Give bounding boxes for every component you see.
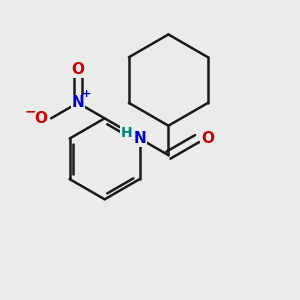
Text: N: N: [71, 95, 84, 110]
Text: O: O: [71, 62, 84, 77]
Text: O: O: [34, 111, 47, 126]
Text: +: +: [82, 89, 91, 99]
Text: −: −: [25, 104, 36, 118]
Text: O: O: [201, 131, 214, 146]
Text: H: H: [121, 126, 132, 140]
Text: N: N: [133, 131, 146, 146]
